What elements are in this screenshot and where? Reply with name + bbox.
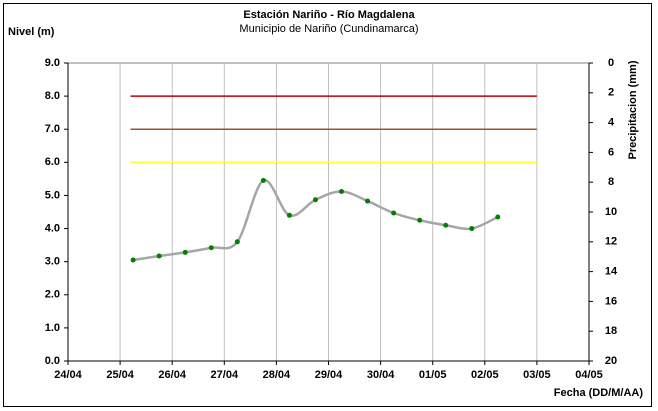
y-tick-label: 0.0 — [45, 355, 60, 367]
y2-tick-label: 0 — [608, 57, 614, 69]
y2-tick-label: 2 — [608, 87, 614, 99]
y2-tick-label: 12 — [605, 236, 617, 248]
chart-title: Estación Nariño - Río Magdalena — [243, 9, 415, 21]
y-tick-label: 3.0 — [45, 256, 60, 268]
y2-tick-label: 20 — [605, 355, 617, 367]
data-point — [417, 217, 423, 223]
x-tick-label: 24/04 — [54, 369, 82, 381]
chart-subtitle: Municipio de Nariño (Cundinamarca) — [239, 23, 418, 35]
y2-tick-label: 8 — [608, 176, 614, 188]
y-tick-label: 8.0 — [45, 90, 60, 102]
x-tick-label: 28/04 — [263, 369, 291, 381]
x-tick-label: 02/05 — [471, 369, 499, 381]
y-tick-label: 6.0 — [45, 156, 60, 168]
y-axis-label: Nivel (m) — [8, 26, 55, 38]
data-point — [469, 226, 475, 232]
y-tick-label: 1.0 — [45, 322, 60, 334]
data-point — [182, 249, 188, 255]
data-point — [391, 210, 397, 216]
x-tick-label: 25/04 — [106, 369, 134, 381]
x-tick-label: 29/04 — [315, 369, 343, 381]
data-point — [286, 212, 292, 218]
data-point — [495, 214, 501, 220]
x-tick-label: 03/05 — [523, 369, 551, 381]
y-tick-label: 2.0 — [45, 289, 60, 301]
y2-tick-label: 6 — [608, 146, 614, 158]
data-point — [234, 239, 240, 245]
data-point — [312, 197, 318, 203]
y2-tick-label: 14 — [605, 266, 618, 278]
y-tick-label: 9.0 — [45, 57, 60, 69]
data-point — [365, 198, 371, 204]
y-tick-label: 7.0 — [45, 123, 60, 135]
x-tick-label: 04/05 — [575, 369, 603, 381]
x-tick-label: 26/04 — [158, 369, 186, 381]
x-tick-label: 27/04 — [211, 369, 239, 381]
y2-tick-label: 18 — [605, 325, 617, 337]
y-tick-label: 5.0 — [45, 189, 60, 201]
y2-tick-label: 10 — [605, 206, 617, 218]
data-point — [156, 253, 162, 259]
data-point — [443, 222, 449, 228]
y2-tick-label: 4 — [608, 117, 615, 129]
data-point — [260, 178, 266, 184]
data-point — [130, 257, 136, 263]
x-tick-label: 01/05 — [419, 369, 447, 381]
x-tick-label: 30/04 — [367, 369, 395, 381]
data-point — [339, 188, 345, 194]
x-axis-label: Fecha (DD/M/AA) — [554, 387, 644, 399]
y2-tick-label: 16 — [605, 295, 617, 307]
data-point — [208, 245, 214, 251]
y2-axis-label: Precipitacion (mm) — [627, 60, 639, 159]
y-tick-label: 4.0 — [45, 222, 60, 234]
